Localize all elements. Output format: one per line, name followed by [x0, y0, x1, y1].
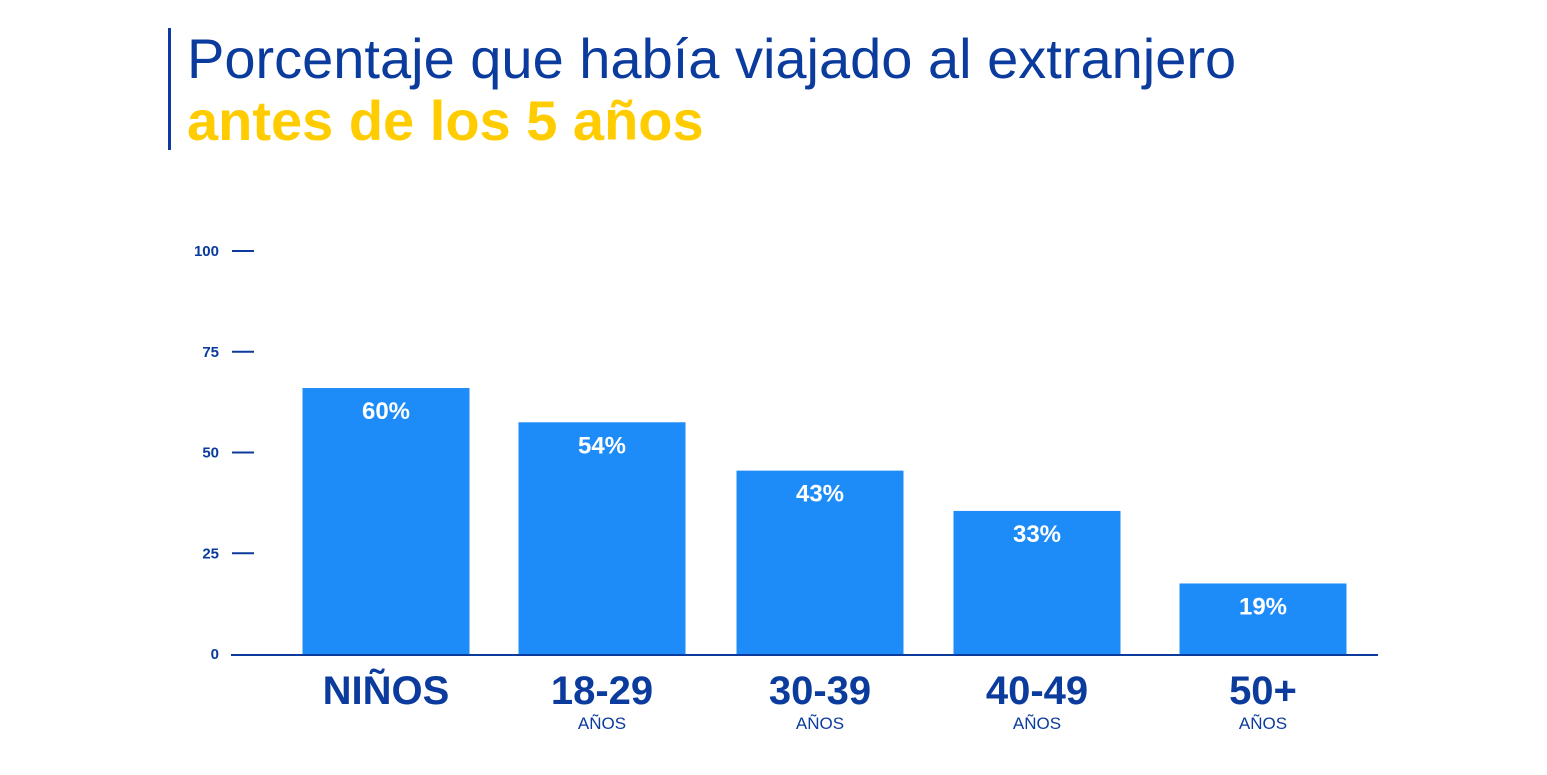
category-label-1: NIÑOS — [323, 667, 450, 713]
y-tick-label-25: 25 — [202, 545, 219, 562]
value-label-4: 33% — [1013, 521, 1061, 548]
y-tick-label-100: 100 — [194, 243, 219, 260]
category-label-4: 40-49 — [986, 669, 1088, 713]
y-tick-label-50: 50 — [202, 445, 219, 462]
bar-2 — [518, 422, 686, 654]
chart-title-line2: antes de los 5 años — [187, 89, 704, 152]
category-sublabel-5: AÑOS — [1239, 714, 1287, 733]
bar-3 — [736, 470, 904, 654]
y-tick-label-75: 75 — [202, 344, 219, 361]
category-label-2: 18-29 — [551, 669, 653, 713]
value-label-5: 19% — [1239, 593, 1287, 620]
value-label-3: 43% — [796, 481, 844, 508]
category-sublabel-3: AÑOS — [796, 714, 844, 733]
bar-5 — [1179, 583, 1347, 654]
y-tick-label-0: 0 — [211, 646, 219, 663]
value-label-1: 60% — [362, 398, 410, 425]
category-sublabel-4: AÑOS — [1013, 714, 1061, 733]
category-label-5: 50+ — [1229, 669, 1297, 713]
category-sublabel-2: AÑOS — [578, 714, 626, 733]
chart-title-line1: Porcentaje que había viajado al extranje… — [187, 27, 1237, 90]
bar-4 — [953, 510, 1121, 654]
category-label-3: 30-39 — [769, 669, 871, 713]
value-label-2: 54% — [578, 432, 626, 459]
title-block: Porcentaje que había viajado al extranje… — [168, 27, 1237, 152]
bar-1 — [302, 388, 470, 654]
